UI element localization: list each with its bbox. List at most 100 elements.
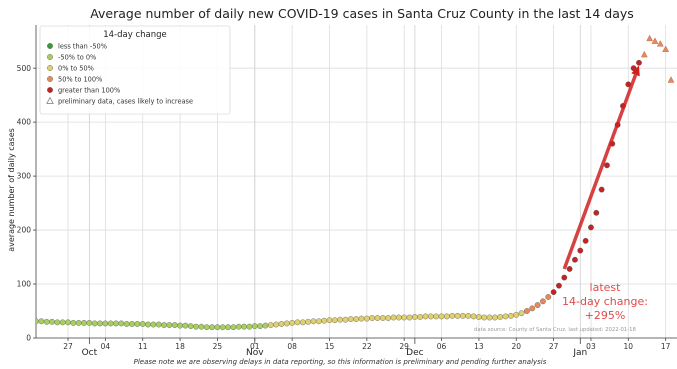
legend-label: -50% to 0% <box>58 53 96 61</box>
legend-label: preliminary data, cases likely to increa… <box>58 97 193 105</box>
legend-label: less than -50% <box>58 42 107 50</box>
data-point <box>326 317 333 324</box>
data-point <box>390 314 397 321</box>
data-point <box>358 315 365 322</box>
data-point <box>75 319 82 326</box>
data-point <box>203 324 210 331</box>
data-point <box>70 319 77 326</box>
y-tick-label: 500 <box>17 64 32 73</box>
data-point <box>604 162 610 169</box>
data-point <box>161 322 167 328</box>
data-point <box>97 320 103 327</box>
data-point <box>508 312 514 319</box>
x-tick-label: 11 <box>138 342 148 351</box>
y-tick-label: 200 <box>17 226 32 235</box>
legend-marker <box>47 54 53 60</box>
y-ticks: 0 100 200 300 400 500 <box>17 64 36 343</box>
data-point <box>593 209 600 216</box>
x-tick-label: 29 <box>399 342 409 351</box>
data-point <box>278 321 285 327</box>
y-tick-label: 100 <box>17 280 32 289</box>
data-point <box>502 313 509 320</box>
data-point-preliminary <box>667 76 675 83</box>
data-point <box>556 282 562 289</box>
latest-annotation: latest 14-day change: +295% <box>562 281 648 322</box>
data-point <box>369 315 376 321</box>
data-point <box>43 318 50 325</box>
data-point <box>310 318 317 325</box>
data-point <box>182 322 189 329</box>
data-point <box>353 316 360 323</box>
data-point <box>438 313 445 320</box>
data-point <box>49 318 55 325</box>
y-tick-label: 0 <box>26 334 31 343</box>
x-tick-label: 27 <box>63 342 73 351</box>
data-point <box>417 314 424 320</box>
data-point <box>198 323 205 330</box>
data-point <box>273 321 280 328</box>
data-point <box>465 312 472 319</box>
data-point <box>145 321 151 328</box>
annotation-line-1: latest <box>590 281 622 294</box>
data-point <box>513 311 520 318</box>
data-point <box>524 308 530 314</box>
legend-marker <box>47 87 53 93</box>
x-tick-label: 08 <box>287 342 297 351</box>
data-point <box>550 289 557 296</box>
data-point <box>139 321 146 327</box>
data-point <box>486 314 493 321</box>
x-tick-label: 06 <box>437 342 447 351</box>
data-point <box>347 316 354 323</box>
data-point <box>267 322 274 328</box>
x-tick-label: 18 <box>175 342 185 351</box>
data-point <box>283 320 290 327</box>
x-tick-label: 10 <box>624 342 634 351</box>
data-point-preliminary <box>662 45 669 52</box>
data-point <box>331 317 338 324</box>
data-point <box>177 322 183 329</box>
month-labels: Oct Nov Dec Jan <box>82 338 587 358</box>
data-point <box>492 314 498 321</box>
data-point <box>235 323 242 330</box>
data-point <box>470 313 477 320</box>
data-point <box>598 186 605 193</box>
legend-marker <box>47 65 53 71</box>
data-point <box>262 322 269 329</box>
data-point <box>299 319 306 326</box>
legend-box <box>39 25 231 115</box>
month-label: Dec <box>406 348 423 358</box>
data-point-preliminary <box>646 34 653 42</box>
data-point <box>38 318 45 325</box>
data-point <box>134 321 141 327</box>
data-point <box>289 319 296 326</box>
data-point <box>230 324 237 331</box>
x-ticks: 27 04 11 18 25 01 08 15 22 29 06 13 20 27 03 10 17 <box>63 338 671 351</box>
month-label: Oct <box>82 348 98 358</box>
data-point <box>107 320 114 327</box>
data-point <box>257 323 264 330</box>
x-tick-label: 20 <box>511 342 521 351</box>
data-point <box>379 315 386 321</box>
data-point <box>534 302 541 308</box>
data-point <box>449 312 456 319</box>
data-point <box>497 314 504 320</box>
data-point <box>401 314 408 321</box>
legend-label: 0% to 50% <box>58 64 94 72</box>
data-point <box>411 314 418 320</box>
data-point <box>209 324 215 331</box>
data-point <box>54 319 61 326</box>
chart-title: Average number of daily new COVID-19 cas… <box>90 6 634 21</box>
x-tick-label: 15 <box>325 342 335 351</box>
y-tick-label: 300 <box>17 172 32 181</box>
data-point-preliminary <box>640 50 648 58</box>
legend-marker-triangle <box>46 96 54 104</box>
data-point <box>123 321 130 327</box>
trend-arrow-head <box>631 65 640 77</box>
data-point <box>129 321 135 327</box>
annotation-line-2: 14-day change: <box>562 295 648 308</box>
x-tick-label: 17 <box>661 342 671 351</box>
data-point <box>81 319 87 326</box>
data-point <box>214 324 221 331</box>
legend-title: 14-day change <box>103 30 167 40</box>
